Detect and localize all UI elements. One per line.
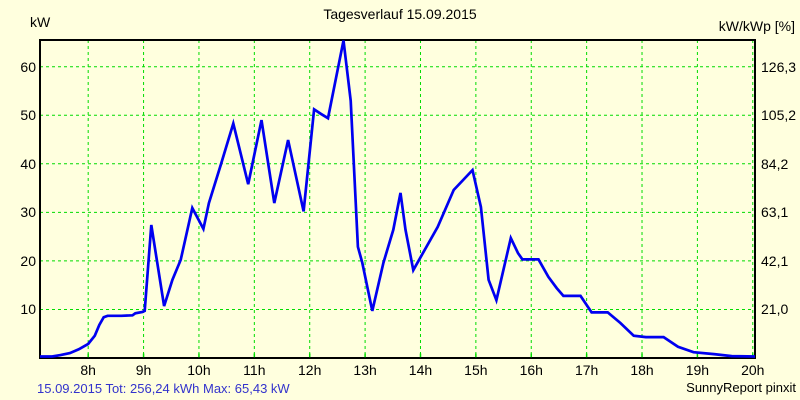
- y-tick-label-right: 126,3: [761, 58, 797, 75]
- status-line: 15.09.2015 Tot: 256,24 kWh Max: 65,43 kW: [37, 381, 290, 396]
- y-tick-label-left: 60: [20, 58, 36, 75]
- x-tick-label: 20h: [741, 362, 765, 378]
- x-tick-label: 14h: [408, 362, 433, 378]
- x-tick-label: 15h: [464, 362, 488, 378]
- y-tick-label-right: 84,2: [761, 155, 789, 172]
- plot-border: [39, 39, 756, 359]
- right-axis-unit-label: kW/kWp [%]: [718, 18, 795, 34]
- x-tick-label: 18h: [630, 362, 654, 378]
- x-tick-label: 11h: [243, 362, 266, 378]
- left-axis-unit-label: kW: [30, 14, 51, 30]
- x-tick-label: 12h: [298, 362, 322, 378]
- power-curve: [40, 40, 756, 358]
- x-tick-label: 9h: [135, 362, 152, 378]
- x-tick-label: 16h: [519, 362, 543, 378]
- y-tick-label-left: 50: [20, 107, 36, 124]
- y-tick-label-right: 42,1: [761, 252, 789, 269]
- x-tick-label: 10h: [187, 362, 211, 378]
- y-tick-label-right: 21,0: [761, 301, 789, 318]
- y-tick-label-left: 10: [20, 301, 36, 318]
- credit-label: SunnyReport pinxit: [686, 380, 796, 395]
- x-tick-label: 8h: [80, 362, 96, 378]
- x-tick-label: 13h: [353, 362, 377, 378]
- x-tick-label: 19h: [685, 362, 710, 378]
- y-tick-label-left: 30: [20, 204, 36, 221]
- y-tick-label-left: 20: [20, 252, 36, 269]
- y-tick-label-right: 63,1: [761, 204, 789, 221]
- y-tick-label-right: 105,2: [761, 107, 797, 124]
- chart-title: Tagesverlauf 15.09.2015: [323, 6, 477, 22]
- x-tick-label: 17h: [574, 362, 599, 378]
- y-tick-label-left: 40: [20, 155, 36, 172]
